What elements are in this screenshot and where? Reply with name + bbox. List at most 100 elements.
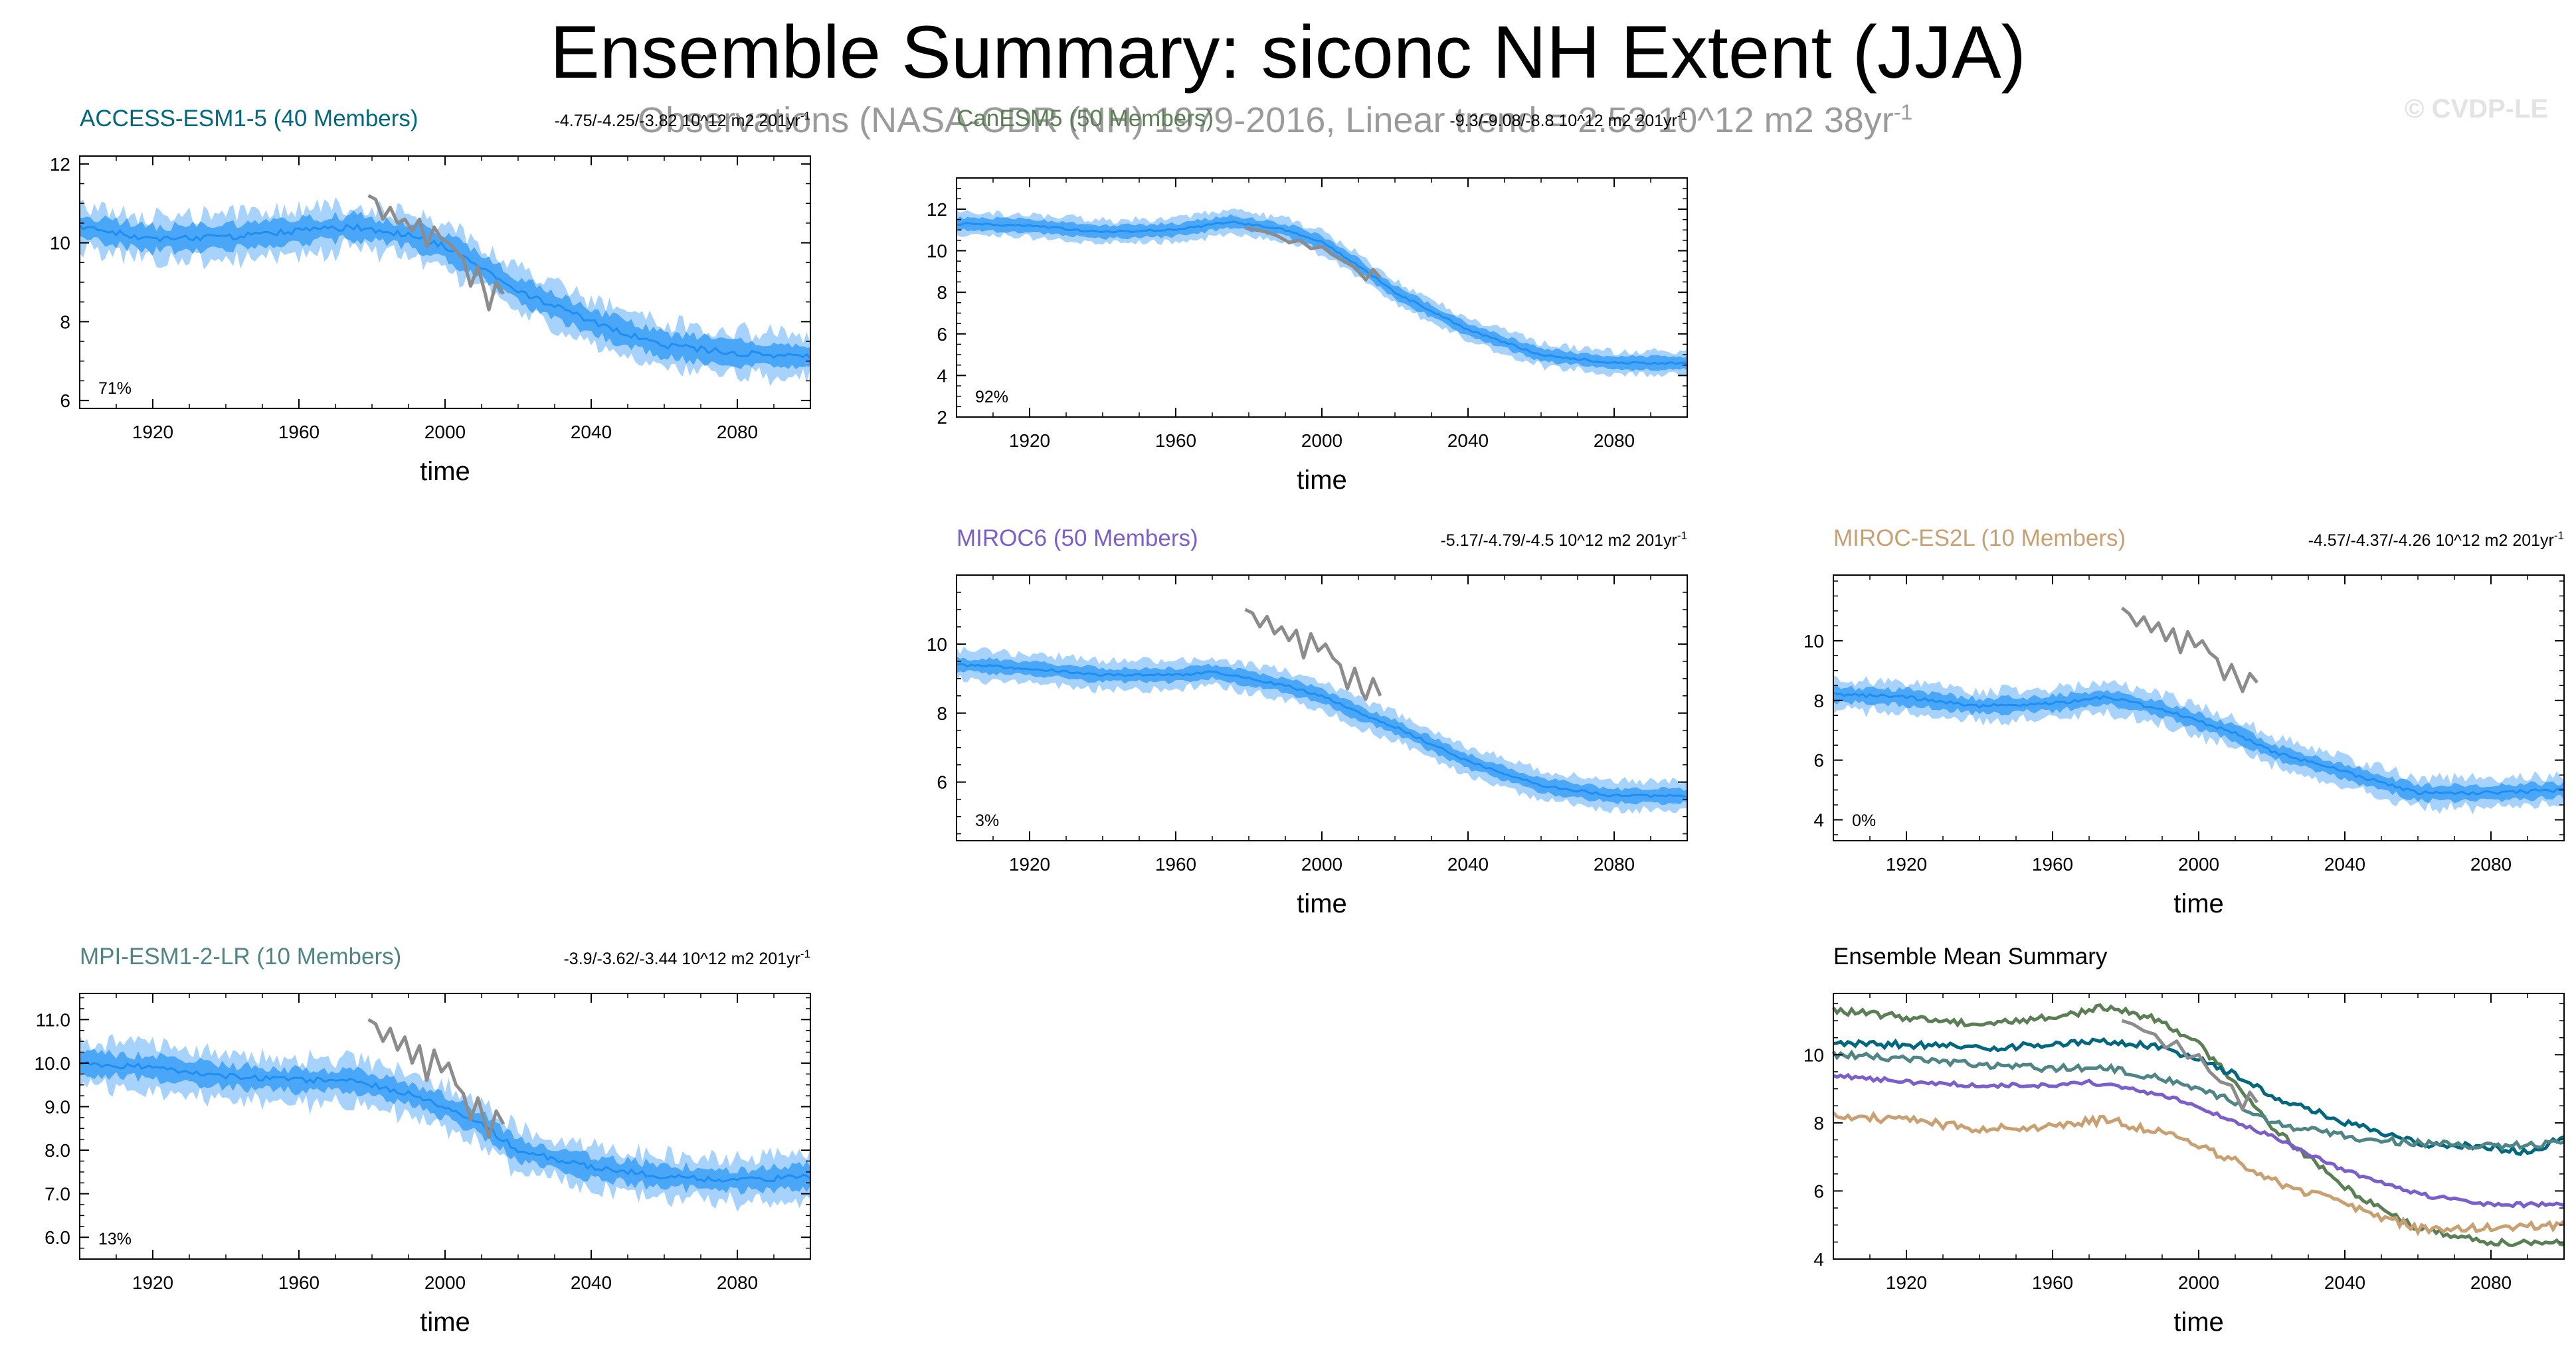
y-tick-label: 4 — [1813, 1249, 1824, 1270]
chart-panel-miroc-es2l: MIROC-ES2L (10 Members) -4.57/-4.37/-4.26… — [1803, 525, 2565, 918]
ensemble-interquartile-band — [80, 210, 810, 369]
ensemble-mean-line — [79, 1061, 811, 1183]
x-axis-label: time — [420, 457, 470, 486]
plot-frame — [956, 177, 1688, 418]
ensemble-interquartile-band — [80, 1049, 810, 1195]
x-tick-label: 2000 — [1301, 430, 1342, 451]
x-tick-label: 2080 — [2470, 1272, 2512, 1293]
x-tick-label: 2080 — [717, 422, 758, 442]
y-tick-label: 4 — [937, 365, 947, 386]
y-tick-label: 6 — [937, 772, 947, 793]
x-tick-label: 1920 — [1886, 854, 1927, 875]
x-axis-label: time — [2173, 889, 2224, 918]
ensemble-mean-series-line — [1833, 1037, 2565, 1157]
y-tick-label: 10 — [1803, 1045, 1824, 1065]
x-tick-label: 2080 — [2470, 854, 2512, 875]
panel-title: MIROC6 (50 Members) — [957, 525, 1198, 551]
y-tick-label: 10 — [50, 233, 70, 254]
y-tick-label: 10.0 — [35, 1053, 71, 1074]
x-tick-label: 2080 — [1594, 854, 1635, 875]
percent-annotation: 3% — [975, 811, 999, 830]
y-tick-label: 10 — [927, 634, 947, 655]
percent-annotation: 0% — [1852, 811, 1876, 830]
x-tick-label: 2000 — [424, 422, 466, 442]
y-tick-label: 12 — [927, 199, 947, 220]
x-axis-label: time — [1297, 889, 1347, 918]
observations-line — [1245, 226, 1382, 282]
ensemble-interquartile-band — [957, 656, 1687, 806]
x-tick-label: 1920 — [1009, 854, 1050, 875]
y-tick-label: 6 — [1813, 750, 1824, 771]
ensemble-mean-series-line — [1831, 1049, 2565, 1151]
y-tick-label: 6 — [1813, 1181, 1824, 1201]
trend-label: -4.75/-4.25/-3.82 10^12 m2 201yr-1 — [555, 110, 810, 130]
x-tick-label: 1960 — [2032, 1272, 2073, 1293]
ensemble-mean-series-line — [1832, 1110, 2565, 1236]
y-tick-label: 8.0 — [45, 1140, 70, 1161]
ensemble-mean-series-line — [1832, 1072, 2565, 1209]
x-tick-label: 1920 — [1886, 1272, 1927, 1293]
page-title: Ensemble Summary: siconc NH Extent (JJA) — [550, 11, 2026, 94]
y-tick-label: 8 — [60, 311, 70, 332]
trend-unit-exponent: -1 — [800, 110, 810, 122]
x-tick-label: 1960 — [2032, 854, 2073, 875]
ensemble-mean-line — [1833, 691, 2565, 796]
trend-label: -3.9/-3.62/-3.44 10^12 m2 201yr-1 — [563, 948, 810, 968]
x-tick-label: 2000 — [424, 1272, 466, 1293]
trend-unit-exponent: -1 — [1677, 529, 1687, 542]
panel-title: CanESM5 (50 Members) — [957, 106, 1214, 131]
ensemble-mean-line — [78, 222, 812, 360]
trend-value: -9.3/-9.08/-8.8 10^12 m2 201yr — [1449, 112, 1677, 130]
x-tick-label: 1920 — [132, 1272, 173, 1293]
y-tick-label: 2 — [937, 407, 947, 428]
y-tick-label: 8 — [1813, 691, 1824, 711]
plot-frame — [79, 993, 811, 1260]
x-tick-label: 2080 — [1594, 430, 1635, 451]
observations-line — [2121, 1019, 2259, 1111]
x-tick-label: 1960 — [1155, 430, 1196, 451]
x-tick-label: 2040 — [2324, 1272, 2365, 1293]
x-tick-label: 1960 — [1155, 854, 1196, 875]
chart-panel-mpi: MPI-ESM1-2-LR (10 Members) -3.9/-3.62/-3.… — [35, 944, 811, 1337]
x-tick-label: 1960 — [278, 422, 320, 442]
observations-line — [2120, 606, 2258, 693]
x-tick-label: 1920 — [1009, 430, 1050, 451]
trend-value: -3.9/-3.62/-3.44 10^12 m2 201yr — [563, 950, 800, 968]
y-tick-label: 6 — [937, 324, 947, 345]
x-axis-label: time — [1297, 466, 1347, 495]
y-tick-label: 7.0 — [45, 1184, 70, 1205]
observations-unit-exponent: -1 — [1893, 100, 1913, 124]
panel-title: MPI-ESM1-2-LR (10 Members) — [80, 944, 401, 970]
y-tick-label: 8 — [937, 703, 947, 724]
y-tick-label: 9.0 — [45, 1096, 70, 1117]
chart-panel-ensemble-mean: Ensemble Mean Summary 4 6 8 10 1920 1960 2000 20… — [1803, 944, 2565, 1337]
plot-frame — [79, 155, 811, 409]
panel-title: MIROC-ES2L (10 Members) — [1833, 525, 2126, 551]
copyright-watermark: © CVDP-LE — [2405, 94, 2549, 124]
observations-line — [1244, 608, 1382, 701]
y-tick-label: 11.0 — [36, 1009, 70, 1030]
panel-title: Ensemble Mean Summary — [1833, 944, 2108, 970]
trend-unit-exponent: -1 — [1677, 110, 1687, 122]
y-tick-label: 12 — [50, 154, 70, 175]
x-tick-label: 2040 — [571, 422, 612, 442]
y-tick-label: 8 — [937, 282, 947, 303]
chart-panel-cesm: CanESM5 (50 Members) -9.3/-9.08/-8.8 10^1… — [927, 106, 1688, 495]
y-tick-label: 4 — [1813, 810, 1824, 831]
ensemble-range-band — [957, 208, 1687, 378]
percent-annotation: 71% — [98, 379, 132, 398]
x-tick-label: 2040 — [571, 1272, 612, 1293]
x-tick-label: 2040 — [1447, 854, 1489, 875]
percent-annotation: 92% — [975, 388, 1008, 406]
x-axis-label: time — [420, 1308, 470, 1337]
trend-label: -5.17/-4.79/-4.5 10^12 m2 201yr-1 — [1440, 529, 1687, 550]
x-tick-label: 2000 — [2178, 1272, 2219, 1293]
y-tick-label: 6.0 — [45, 1227, 70, 1248]
trend-unit-exponent: -1 — [2554, 529, 2564, 542]
x-tick-label: 1920 — [132, 422, 173, 442]
y-tick-label: 10 — [927, 241, 947, 262]
y-tick-label: 8 — [1813, 1113, 1824, 1134]
observations-text: Observations (NASA-CDR (NH) 1979-2016, L… — [638, 100, 1894, 140]
trend-label: -9.3/-9.08/-8.8 10^12 m2 201yr-1 — [1449, 110, 1687, 130]
